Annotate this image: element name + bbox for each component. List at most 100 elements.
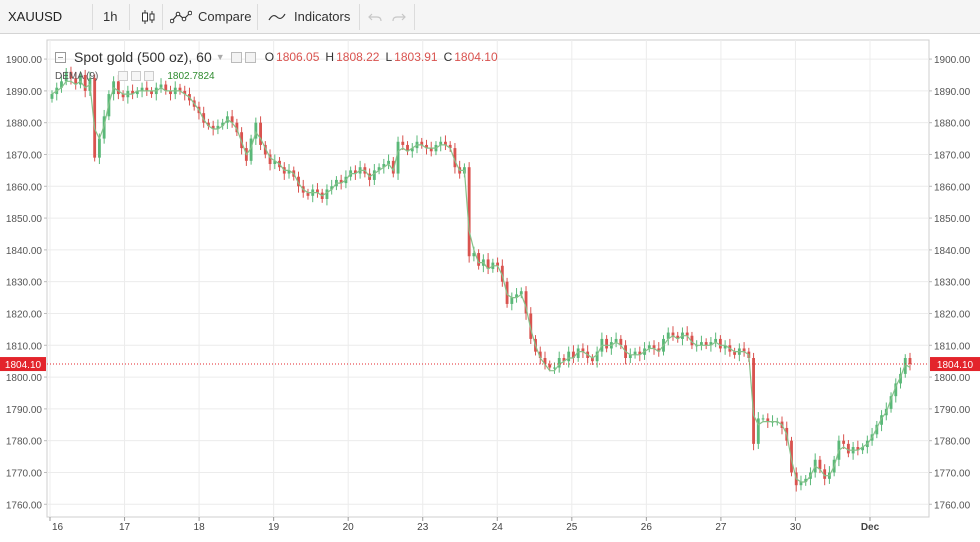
x-tick-label: Dec bbox=[861, 522, 880, 533]
candle-body bbox=[515, 294, 518, 298]
x-tick-label: 17 bbox=[119, 522, 131, 533]
price-chart[interactable]: 1900.00 1900.00 1890.00 1890.00 1880.00 1880.… bbox=[0, 34, 980, 537]
candle-body bbox=[330, 186, 334, 190]
candle-body bbox=[169, 90, 172, 95]
candle-body bbox=[339, 179, 343, 184]
candle-body bbox=[306, 192, 310, 196]
candle-body bbox=[756, 418, 760, 444]
redo-button[interactable] bbox=[392, 0, 406, 33]
candle-body bbox=[709, 342, 713, 346]
chevron-down-icon[interactable]: ▼ bbox=[215, 52, 225, 62]
candle-body bbox=[439, 141, 443, 145]
collapse-icon[interactable] bbox=[55, 51, 66, 63]
y-tick-label-left: 1900.00 bbox=[6, 55, 43, 66]
interval-button[interactable]: 1h bbox=[103, 9, 118, 24]
chart-area[interactable]: 1900.00 1900.00 1890.00 1890.00 1880.00 1880.… bbox=[0, 34, 980, 537]
candle-body bbox=[752, 358, 755, 444]
candle-body bbox=[83, 74, 87, 91]
candle-body bbox=[567, 351, 571, 362]
low-value: 1803.91 bbox=[394, 50, 438, 64]
close-value: 1804.10 bbox=[454, 50, 498, 64]
candle-body bbox=[562, 358, 566, 362]
compare-label: Compare bbox=[198, 9, 252, 24]
candle-body bbox=[396, 141, 400, 174]
x-tick-label: 25 bbox=[566, 522, 578, 533]
candle-body bbox=[216, 125, 220, 130]
y-tick-label-right: 1790.00 bbox=[934, 405, 971, 416]
y-tick-label-right: 1850.00 bbox=[934, 214, 971, 225]
candle-body bbox=[647, 345, 651, 349]
candle-body bbox=[121, 94, 125, 98]
candle-body bbox=[519, 291, 523, 295]
candle-body bbox=[842, 440, 846, 444]
candle-body bbox=[377, 167, 381, 171]
candle-body bbox=[93, 78, 97, 158]
eye-icon[interactable] bbox=[230, 51, 242, 63]
candle-body bbox=[268, 154, 272, 165]
candle-body bbox=[818, 459, 822, 470]
candle-body bbox=[619, 338, 623, 346]
candle-body bbox=[572, 351, 575, 358]
y-tick-label-right: 1840.00 bbox=[934, 246, 971, 257]
undo-button[interactable] bbox=[368, 0, 382, 33]
candle-body bbox=[676, 335, 680, 339]
candle-body bbox=[444, 141, 447, 145]
x-tick-label: 18 bbox=[194, 522, 206, 533]
candle-body bbox=[230, 116, 234, 123]
candle-body bbox=[628, 354, 632, 358]
candle-body bbox=[766, 418, 770, 422]
candles-group bbox=[50, 66, 912, 492]
candle-body bbox=[894, 383, 898, 397]
candle-body bbox=[183, 90, 187, 95]
candle-body bbox=[486, 259, 490, 269]
x-tick-label: 19 bbox=[268, 522, 280, 533]
toolbar-divider bbox=[162, 4, 163, 30]
settings-icon[interactable] bbox=[131, 71, 142, 81]
close-label: C bbox=[443, 50, 453, 64]
candle-body bbox=[316, 189, 319, 193]
toolbar-divider bbox=[359, 4, 360, 30]
eye-icon[interactable] bbox=[118, 71, 129, 81]
chart-style-button[interactable] bbox=[140, 0, 156, 33]
candle-body bbox=[472, 253, 476, 257]
candle-body bbox=[325, 189, 329, 199]
candle-body bbox=[761, 418, 765, 420]
high-label: H bbox=[325, 50, 335, 64]
indicator-value: 1802.7824 bbox=[167, 70, 215, 82]
candle-body bbox=[420, 141, 424, 145]
candle-body bbox=[846, 443, 850, 454]
y-tick-label-left: 1800.00 bbox=[6, 373, 43, 384]
candlestick-icon bbox=[142, 9, 155, 24]
y-tick-label-right: 1870.00 bbox=[934, 150, 971, 161]
y-tick-label-right: 1780.00 bbox=[934, 437, 971, 448]
candle-body bbox=[410, 148, 414, 152]
candle-body bbox=[804, 478, 808, 483]
main-series-legend: Spot gold (500 oz), 60 ▼ O 1806.05 H 180… bbox=[55, 48, 498, 66]
candle-body bbox=[576, 348, 580, 358]
y-tick-label-right: 1890.00 bbox=[934, 87, 971, 98]
compare-button[interactable]: Compare bbox=[170, 0, 251, 33]
close-icon[interactable] bbox=[144, 71, 155, 81]
indicators-icon bbox=[268, 13, 286, 20]
indicators-button[interactable]: Indicators bbox=[268, 0, 350, 33]
y-tick-label-left: 1820.00 bbox=[6, 309, 43, 320]
undo-icon bbox=[368, 13, 382, 21]
y-tick-label-right: 1830.00 bbox=[934, 278, 971, 289]
indicator-name: DEMA (9) bbox=[55, 70, 99, 82]
candle-body bbox=[529, 313, 533, 339]
candle-body bbox=[207, 122, 210, 126]
candle-body bbox=[391, 160, 395, 174]
candle-body bbox=[50, 94, 54, 99]
y-tick-label-left: 1890.00 bbox=[6, 87, 43, 98]
candle-body bbox=[150, 90, 153, 95]
candle-body bbox=[453, 148, 457, 168]
symbol-search[interactable]: XAUUSD bbox=[8, 9, 63, 24]
y-tick-label-right: 1810.00 bbox=[934, 341, 971, 352]
settings-icon[interactable] bbox=[244, 51, 256, 63]
candle-body bbox=[140, 87, 144, 91]
candle-body bbox=[538, 351, 542, 358]
redo-icon bbox=[392, 13, 406, 21]
candle-body bbox=[700, 342, 703, 346]
candle-body bbox=[543, 358, 547, 365]
candle-body bbox=[496, 262, 500, 266]
